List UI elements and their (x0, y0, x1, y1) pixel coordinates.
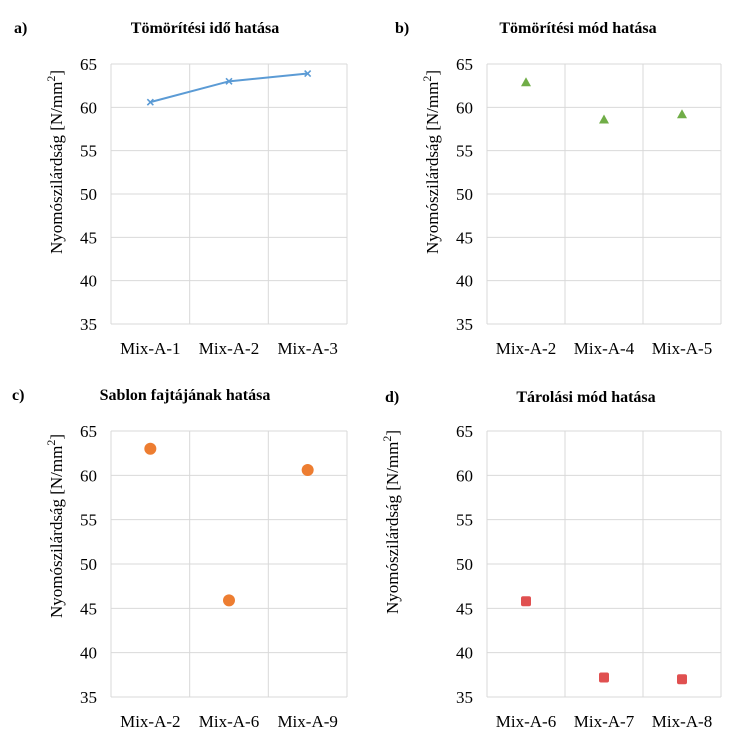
y-axis-label: Nyomószilárdság [N/mm2] (420, 70, 442, 254)
y-tick-label: 55 (456, 511, 473, 530)
y-tick-label: 40 (456, 644, 473, 663)
chart-panel-3: d) Tárolási mód hatása 35 40 45 50 55 60 65 Mix-A… (380, 389, 722, 731)
x-tick-label: Mix-A-6 (199, 712, 259, 731)
y-tick-label: 45 (80, 599, 97, 618)
y-tick-label: 50 (80, 555, 97, 574)
y-tick-label: 60 (456, 98, 473, 117)
chart-title: Tömörítési idő hatása (131, 20, 279, 37)
x-tick-label: Mix-A-2 (199, 339, 259, 358)
x-tick-label: Mix-A-6 (496, 712, 556, 731)
y-tick-label: 50 (456, 555, 473, 574)
y-axis-label: Nyomószilárdság [N/mm2] (44, 70, 66, 254)
chart-title: Tömörítési mód hatása (499, 20, 656, 37)
y-tick-label: 65 (80, 55, 97, 74)
chart-title: Tárolási mód hatása (516, 389, 655, 406)
y-tick-label: 55 (80, 511, 97, 530)
panel-label: d) (385, 389, 399, 406)
x-tick-label: Mix-A-7 (574, 712, 635, 731)
x-tick-label: Mix-A-2 (496, 339, 556, 358)
data-point (599, 672, 609, 683)
y-tick-label: 45 (456, 228, 473, 247)
panel-label: b) (395, 20, 409, 37)
data-point (304, 69, 312, 78)
y-tick-label: 35 (80, 688, 97, 707)
data-point (521, 596, 531, 607)
y-tick-label: 65 (456, 55, 473, 74)
y-tick-label: 50 (80, 185, 97, 204)
data-point (677, 674, 687, 685)
data-point (599, 114, 609, 124)
data-point (144, 442, 157, 455)
chart-panel-0: a) Tömörítési idő hatása 35 40 45 50 55 60 65 Mix… (14, 20, 348, 358)
panel-label: c) (12, 387, 24, 404)
x-tick-label: Mix-A-1 (120, 339, 180, 358)
x-tick-label: Mix-A-8 (652, 712, 712, 731)
data-point (677, 109, 687, 119)
x-tick-label: Mix-A-3 (277, 339, 337, 358)
y-tick-label: 60 (456, 466, 473, 485)
data-point (225, 77, 233, 85)
y-tick-label: 55 (80, 142, 97, 161)
data-point (223, 594, 235, 607)
y-tick-label: 45 (456, 599, 473, 618)
data-point (521, 77, 531, 87)
y-tick-label: 60 (80, 466, 97, 485)
y-tick-label: 35 (80, 315, 97, 334)
y-tick-label: 40 (80, 644, 97, 663)
y-tick-label: 45 (80, 228, 97, 247)
y-tick-label: 65 (456, 422, 473, 441)
x-tick-label: Mix-A-9 (277, 712, 337, 731)
y-tick-label: 50 (456, 185, 473, 204)
x-tick-label: Mix-A-5 (652, 339, 712, 358)
x-tick-label: Mix-A-2 (120, 712, 180, 731)
panel-label: a) (14, 20, 27, 37)
x-tick-label: Mix-A-4 (574, 339, 635, 358)
y-tick-label: 40 (456, 272, 473, 291)
y-tick-label: 60 (80, 98, 97, 117)
y-tick-label: 40 (80, 272, 97, 291)
y-axis-label: Nyomószilárdság [N/mm2] (44, 434, 66, 618)
y-tick-label: 55 (456, 142, 473, 161)
series-line (150, 72, 308, 104)
data-point (146, 98, 154, 106)
y-axis-label: Nyomószilárdság [N/mm2] (380, 430, 402, 614)
chart-panel-2: c) Sablon fajtájának hatása 35 40 45 50 55 60 65… (12, 387, 348, 731)
chart-panel-1: b) Tömörítési mód hatása 35 40 45 50 55 60 65 Mix… (395, 20, 722, 358)
y-tick-label: 35 (456, 688, 473, 707)
y-tick-label: 35 (456, 315, 473, 334)
y-tick-label: 65 (80, 422, 97, 441)
data-point (301, 464, 314, 477)
chart-title: Sablon fajtájának hatása (100, 387, 271, 404)
